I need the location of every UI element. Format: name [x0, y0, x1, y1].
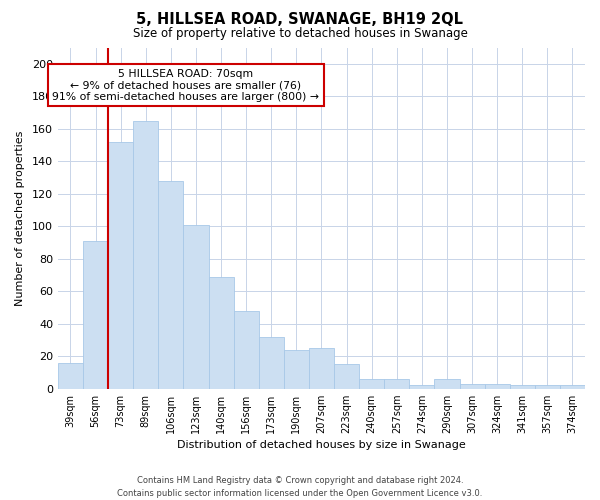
Bar [233, 310, 259, 388]
Text: 5, HILLSEA ROAD, SWANAGE, BH19 2QL: 5, HILLSEA ROAD, SWANAGE, BH19 2QL [137, 12, 464, 28]
Bar [209, 276, 233, 388]
Bar [259, 336, 284, 388]
Bar [384, 379, 409, 388]
Y-axis label: Number of detached properties: Number of detached properties [15, 130, 25, 306]
Bar [334, 364, 359, 388]
Bar [535, 386, 560, 388]
Bar [284, 350, 309, 389]
Bar [510, 386, 535, 388]
Text: Size of property relative to detached houses in Swanage: Size of property relative to detached ho… [133, 28, 467, 40]
Bar [560, 386, 585, 388]
Bar [184, 224, 209, 388]
Bar [83, 241, 108, 388]
Bar [309, 348, 334, 389]
Bar [434, 379, 460, 388]
Bar [108, 142, 133, 388]
Bar [359, 379, 384, 388]
Bar [409, 386, 434, 388]
Text: Contains HM Land Registry data © Crown copyright and database right 2024.
Contai: Contains HM Land Registry data © Crown c… [118, 476, 482, 498]
Bar [58, 362, 83, 388]
Bar [158, 180, 184, 388]
Bar [460, 384, 485, 388]
Bar [133, 120, 158, 388]
Bar [485, 384, 510, 388]
X-axis label: Distribution of detached houses by size in Swanage: Distribution of detached houses by size … [177, 440, 466, 450]
Text: 5 HILLSEA ROAD: 70sqm
← 9% of detached houses are smaller (76)
91% of semi-detac: 5 HILLSEA ROAD: 70sqm ← 9% of detached h… [52, 68, 319, 102]
